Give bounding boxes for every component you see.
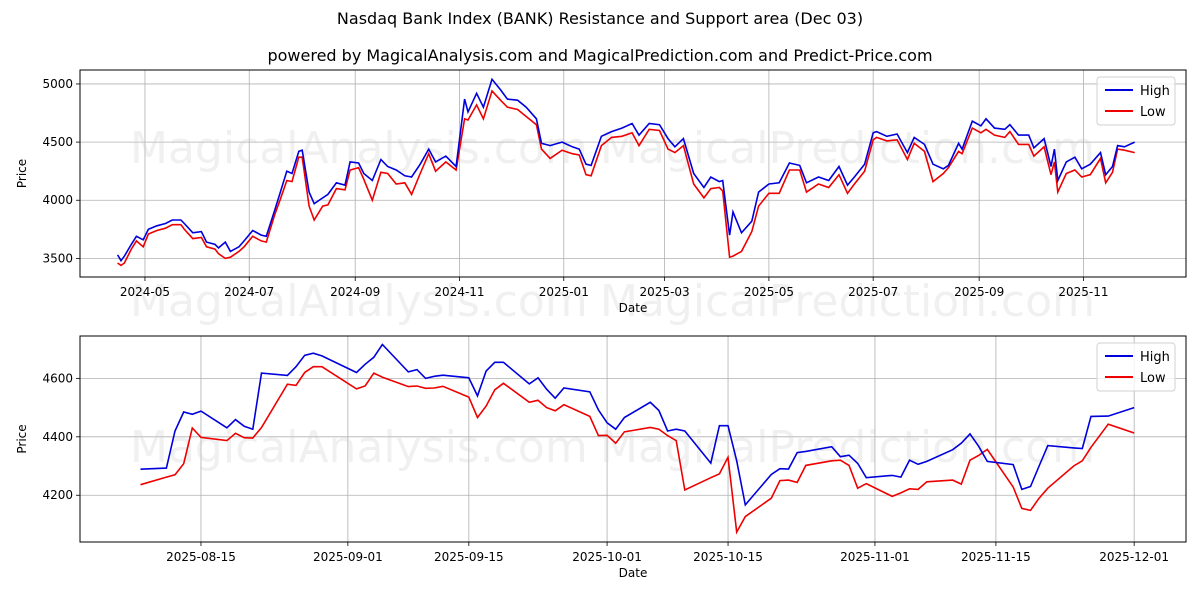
legend-low-label: Low: [1140, 105, 1166, 120]
y-tick-label: 4400: [42, 430, 73, 444]
legend: High Low: [1096, 342, 1176, 392]
grid-lines: [80, 70, 1186, 277]
legend-low-label: Low: [1140, 371, 1166, 386]
x-axis-ticks: 2024-05 2024-07 2024-09 2024-11 2025-01 2025-…: [120, 277, 1109, 299]
high-line: [116, 77, 1136, 263]
legend: High Low: [1096, 76, 1176, 126]
x-axis-ticks: 2025-08-15 2025-09-01 2025-09-15 2025-10-01…: [166, 542, 1169, 564]
y-tick-label: 5000: [42, 77, 73, 91]
x-tick-label: 2025-07: [848, 285, 898, 299]
high-line: [140, 343, 1135, 507]
x-tick-label: 2024-09: [330, 285, 380, 299]
x-tick-label: 2025-11: [1058, 285, 1108, 299]
low-line: [140, 365, 1135, 535]
y-axis-ticks: 4200 4400 4600: [42, 371, 80, 502]
x-tick-label: 2025-01: [539, 285, 589, 299]
x-tick-label: 2025-12-01: [1099, 550, 1169, 564]
x-tick-label: 2025-11-01: [840, 550, 910, 564]
y-tick-label: 3500: [42, 251, 73, 265]
recent-chart: MagicalAnalysis.com MagicalPrediction.co…: [15, 335, 1187, 580]
watermark-prediction: MagicalPrediction.com: [600, 123, 1095, 174]
x-tick-label: 2025-09-01: [313, 550, 383, 564]
x-tick-label: 2025-11-15: [961, 550, 1031, 564]
y-axis-label: Price: [15, 159, 29, 188]
legend-high-label: High: [1140, 84, 1170, 99]
watermark-analysis-2: MagicalAnalysis.com: [130, 276, 588, 327]
x-tick-label: 2025-10-01: [572, 550, 642, 564]
y-axis-label: Price: [15, 424, 29, 453]
x-tick-label: 2025-08-15: [166, 550, 236, 564]
x-tick-label: 2024-11: [434, 285, 484, 299]
x-tick-label: 2025-03: [640, 285, 690, 299]
watermark-analysis: MagicalAnalysis.com: [130, 123, 588, 174]
x-tick-label: 2025-09-15: [434, 550, 504, 564]
x-axis-label: Date: [619, 566, 648, 580]
y-tick-label: 4000: [42, 193, 73, 207]
x-tick-label: 2025-10-15: [693, 550, 763, 564]
chart-title: Nasdaq Bank Index (BANK) Resistance and …: [336, 9, 864, 28]
y-axis-ticks: 3500 4000 4500 5000: [42, 77, 80, 265]
grid-lines: [80, 336, 1186, 542]
x-tick-label: 2025-05: [744, 285, 794, 299]
watermark-analysis: MagicalAnalysis.com: [130, 422, 588, 473]
legend-high-label: High: [1140, 350, 1170, 365]
y-tick-label: 4600: [42, 371, 73, 385]
chart-subtitle: powered by MagicalAnalysis.com and Magic…: [267, 46, 933, 65]
x-tick-label: 2024-07: [224, 285, 274, 299]
watermark-prediction-2: MagicalPrediction.com: [600, 276, 1095, 327]
y-tick-label: 4500: [42, 135, 73, 149]
x-tick-label: 2024-05: [120, 285, 170, 299]
low-line: [117, 89, 1135, 267]
x-axis-label: Date: [619, 301, 648, 315]
long-term-chart: MagicalAnalysis.com MagicalPrediction.co…: [15, 69, 1187, 327]
y-tick-label: 4200: [42, 488, 73, 502]
plot-frame: [79, 335, 1187, 543]
x-tick-label: 2025-09: [954, 285, 1004, 299]
plot-frame: [79, 69, 1187, 278]
